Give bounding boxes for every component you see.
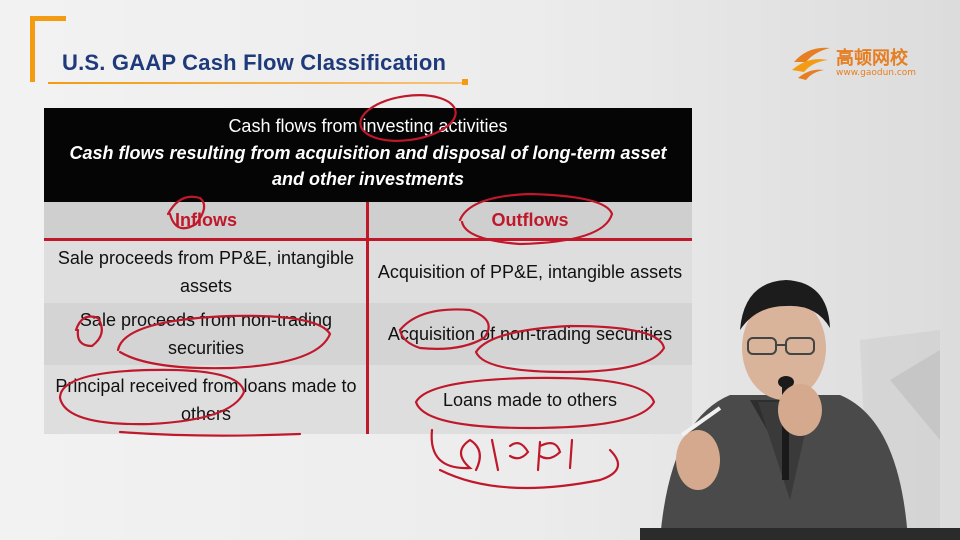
table-header-title: Cash flows from investing activities xyxy=(228,116,508,136)
cash-flow-table: Cash flows from investing activities Cas… xyxy=(44,108,692,434)
table-header-subtitle: Cash flows resulting from acquisition an… xyxy=(69,143,667,189)
table-header: Cash flows from investing activities Cas… xyxy=(44,108,692,202)
title-underline-dot xyxy=(462,79,468,85)
title-bracket-decoration xyxy=(30,16,66,82)
logo-url: www.gaodun.com xyxy=(836,68,917,78)
title-underline xyxy=(48,82,464,84)
gaodun-logo: 高顿网校 www.gaodun.com xyxy=(790,38,930,88)
column-header-inflows: Inflows xyxy=(175,210,237,230)
logo-swoosh-icon xyxy=(792,47,830,80)
slide-title: U.S. GAAP Cash Flow Classification xyxy=(62,50,447,75)
column-header-outflows: Outflows xyxy=(491,210,569,230)
column-separator xyxy=(366,202,369,434)
presenter-image xyxy=(660,280,940,540)
inflow-cell: Sale proceeds from PP&E, intangible asse… xyxy=(57,248,355,296)
outflow-cell: Acquisition of PP&E, intangible assets xyxy=(377,262,683,282)
inflow-cell: Principal received from loans made to ot… xyxy=(55,375,357,424)
logo-name: 高顿网校 xyxy=(836,48,908,69)
inflow-cell: Sale proceeds from non-trading securitie… xyxy=(79,310,333,358)
podium-edge xyxy=(640,528,960,540)
